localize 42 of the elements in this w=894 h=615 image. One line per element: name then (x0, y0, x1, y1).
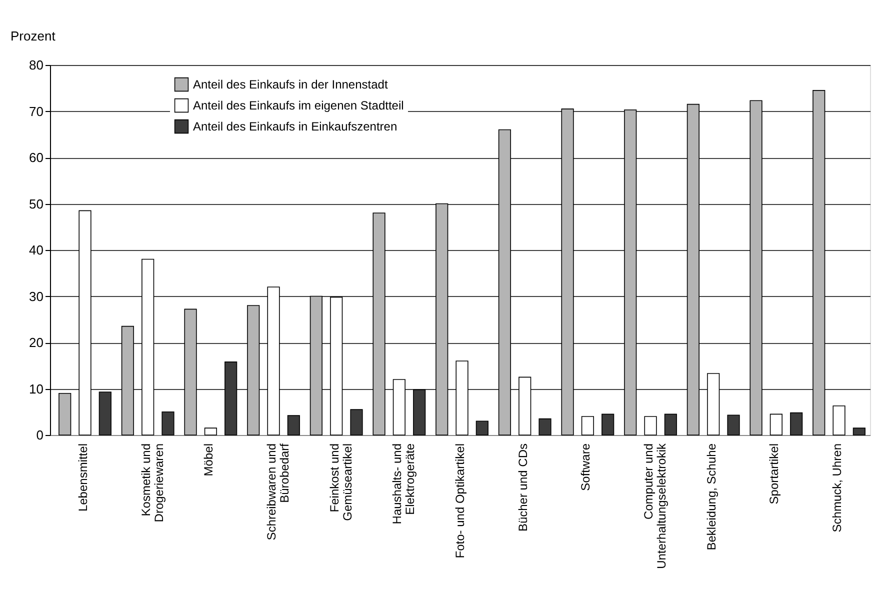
legend-label: Anteil des Einkaufs im eigenen Stadtteil (193, 98, 404, 112)
bar (350, 409, 363, 436)
y-tick-label: 40 (29, 242, 44, 258)
bar (476, 420, 488, 436)
bar (58, 392, 72, 436)
bar (602, 414, 614, 436)
x-tick-label: Lebensmittel (76, 444, 90, 512)
x-tick-label: Bücher und CDs (516, 444, 530, 532)
bar (727, 414, 740, 436)
bar (770, 414, 782, 436)
x-tick-label: Kosmetik und Drogeriewaren (138, 444, 166, 522)
y-tick-label: 0 (36, 428, 44, 442)
y-tick-label: 60 (29, 150, 44, 165)
x-tick-label: Möbel (202, 444, 216, 476)
legend-label: Anteil des Einkaufs in Einkaufszentren (193, 120, 398, 134)
x-tick-label: Computer und Unterhaltungselektrokik (642, 442, 669, 569)
legend-label: Anteil des Einkaufs in der Innenstadt (193, 78, 388, 92)
bar (538, 418, 552, 436)
y-tick-label: 20 (29, 335, 44, 350)
y-axis-title: Prozent (10, 28, 56, 44)
x-tick-label: Sportartikel (767, 444, 782, 504)
bar (664, 414, 677, 436)
bar (644, 416, 657, 436)
bar (162, 411, 174, 436)
x-tick-label: Schreibwaren und Bürobedarf (264, 442, 292, 540)
bar (287, 415, 300, 436)
y-tick-label: 70 (29, 104, 44, 119)
y-tick-label: 80 (29, 58, 44, 72)
bar (204, 428, 217, 436)
x-tick-label: Haushalts- und Elektrogeräte (390, 443, 418, 524)
x-tick-label: Schmuck, Uhren (830, 444, 844, 532)
bar (790, 412, 803, 436)
x-tick-label: Software (578, 443, 593, 491)
y-tick-label: 10 (29, 381, 44, 396)
x-tick-label: Bekleidung, Schuhe (704, 443, 718, 550)
x-tick-label: Feinkost und Gemüseartikel (327, 444, 354, 521)
y-tick-label: 30 (29, 288, 44, 304)
bar (832, 405, 846, 436)
y-tick-label: 50 (29, 196, 44, 212)
bar (852, 428, 866, 436)
bar (581, 416, 594, 436)
x-tick-label: Foto- und Optikartikel (453, 444, 467, 558)
